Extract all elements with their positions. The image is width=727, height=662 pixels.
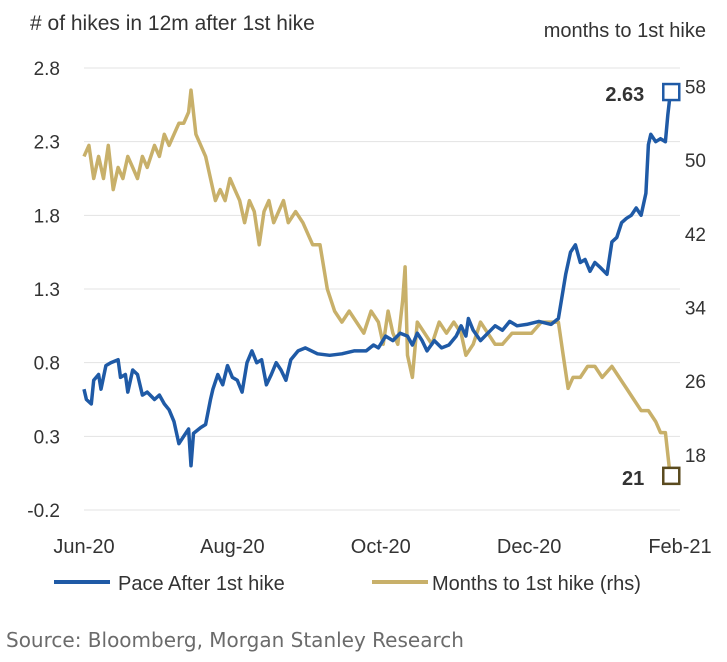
left-tick-label: -0.2 bbox=[27, 501, 60, 522]
left-axis-ticks: 2.8 2.3 1.8 1.3 0.8 0.3 -0.2 bbox=[27, 59, 60, 522]
right-tick-label: 18 bbox=[685, 446, 706, 467]
source-note: Source: Bloomberg, Morgan Stanley Resear… bbox=[6, 628, 464, 652]
legend: Pace After 1st hike Months to 1st hike (… bbox=[54, 573, 641, 595]
left-tick-label: 1.3 bbox=[34, 280, 60, 301]
right-tick-label: 42 bbox=[685, 225, 706, 246]
right-tick-label: 50 bbox=[685, 151, 706, 172]
series-line-months bbox=[82, 88, 673, 478]
left-tick-label: 0.3 bbox=[34, 427, 60, 448]
right-tick-label: 34 bbox=[685, 298, 707, 319]
end-marker bbox=[662, 82, 681, 102]
x-tick-label: Aug-20 bbox=[200, 536, 265, 558]
left-tick-label: 1.8 bbox=[34, 206, 60, 227]
end-value-label: 2.63 bbox=[605, 84, 644, 106]
right-tick-label: 58 bbox=[685, 77, 706, 98]
left-tick-label: 2.3 bbox=[34, 133, 60, 154]
series-layer: 212.63 bbox=[82, 82, 681, 490]
legend-label-pace: Pace After 1st hike bbox=[118, 573, 285, 595]
left-tick-label: 2.8 bbox=[34, 59, 60, 80]
left-tick-label: 0.8 bbox=[34, 354, 60, 375]
right-axis-ticks: 58 50 42 34 26 18 bbox=[685, 77, 707, 466]
x-tick-label: Feb-21 bbox=[648, 536, 711, 558]
x-tick-label: Dec-20 bbox=[497, 536, 561, 558]
right-tick-label: 26 bbox=[685, 372, 706, 393]
end-marker bbox=[662, 466, 681, 486]
left-axis-label: # of hikes in 12m after 1st hike bbox=[30, 12, 315, 35]
right-axis-label: months to 1st hike bbox=[544, 20, 706, 42]
legend-label-months: Months to 1st hike (rhs) bbox=[432, 573, 641, 595]
series-line-pace bbox=[82, 92, 673, 468]
x-tick-label: Oct-20 bbox=[351, 536, 411, 558]
end-value-label: 21 bbox=[622, 468, 644, 490]
x-tick-label: Jun-20 bbox=[53, 536, 114, 558]
x-axis-ticks: Jun-20 Aug-20 Oct-20 Dec-20 Feb-21 bbox=[53, 536, 711, 558]
